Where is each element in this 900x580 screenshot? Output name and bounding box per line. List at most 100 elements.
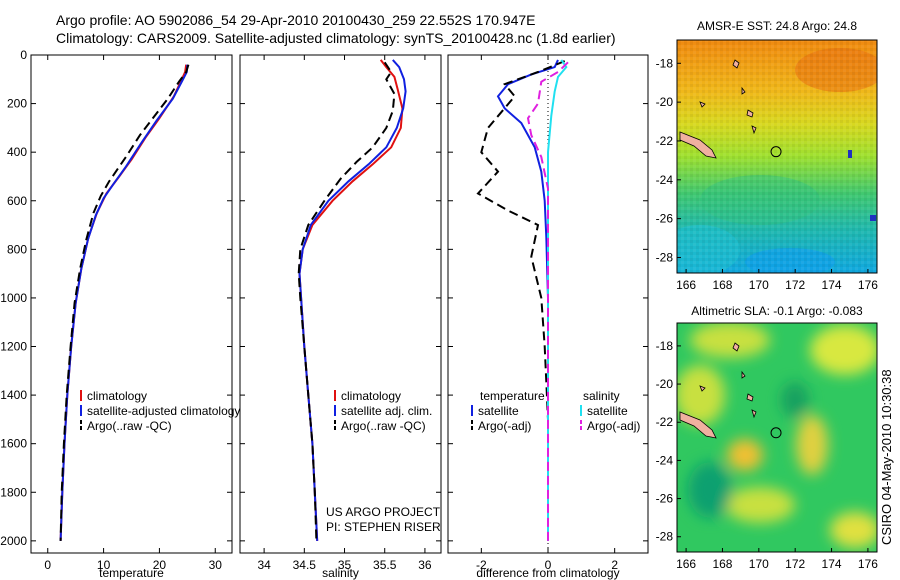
plot-title-line1: Argo profile: AO 5902086_54 29-Apr-2010 … xyxy=(56,12,536,28)
sla-high-patch xyxy=(690,323,770,358)
legend-label: Argo(..raw -QC) xyxy=(341,419,426,433)
y-tick-label: 0 xyxy=(20,48,27,62)
y-tick-label: 1800 xyxy=(0,485,27,499)
series-line xyxy=(526,61,569,541)
plot-title-line2: Climatology: CARS2009. Satellite-adjuste… xyxy=(56,30,616,46)
legend-label: Argo(-adj) xyxy=(478,419,531,433)
project-annotation: PI: STEPHEN RISER xyxy=(326,520,441,534)
map-y-tick-label: -28 xyxy=(656,250,674,264)
sla-low-patch xyxy=(688,462,732,518)
sla-high-patch xyxy=(725,487,795,523)
x-tick-label: 20 xyxy=(153,558,167,572)
map-x-tick-label: 176 xyxy=(858,278,878,292)
sst-map-title: AMSR-E SST: 24.8 Argo: 24.8 xyxy=(697,19,857,33)
sst-pixel xyxy=(870,215,876,221)
legend-label: satellite xyxy=(478,404,519,418)
x-tick-label: 34 xyxy=(257,558,271,572)
x-tick-label: 36 xyxy=(418,558,432,572)
series-line xyxy=(298,59,407,541)
series-line xyxy=(59,64,188,541)
y-tick-label: 1200 xyxy=(0,340,27,354)
sla-map-title: Altimetric SLA: -0.1 Argo: -0.083 xyxy=(691,304,863,318)
map-y-tick-label: -26 xyxy=(656,212,674,226)
map-y-tick-label: -20 xyxy=(656,95,674,109)
x-tick-label: 30 xyxy=(209,558,223,572)
y-tick-label: 200 xyxy=(7,97,27,111)
y-tick-label: 1400 xyxy=(0,388,27,402)
map-x-tick-label: 174 xyxy=(822,278,842,292)
sla-low-patch xyxy=(781,382,809,418)
map-y-tick-label: -18 xyxy=(656,339,674,353)
sla-peak-patch xyxy=(727,439,763,471)
island-shapes xyxy=(699,59,757,135)
y-tick-label: 800 xyxy=(7,242,27,256)
new-caledonia-landmass xyxy=(679,131,717,159)
map-x-tick-label: 166 xyxy=(676,557,696,571)
x-axis-label: salinity xyxy=(322,566,359,580)
y-tick-label: 600 xyxy=(7,194,27,208)
legend-label: Argo(..raw -QC) xyxy=(87,419,172,433)
legend-label: satellite-adjusted climatology xyxy=(87,404,240,418)
x-axis-label: difference from climatology xyxy=(476,566,619,580)
argo-position-marker xyxy=(770,427,782,439)
sla-map-panel: Altimetric SLA: -0.1 Argo: -0.083 166 168… xyxy=(656,304,879,571)
legend-label: satellite adj. clim. xyxy=(341,404,432,418)
series-line xyxy=(298,59,404,541)
map-y-tick-label: -22 xyxy=(656,134,674,148)
x-tick-label: 2 xyxy=(611,558,618,572)
map-x-tick-label: 166 xyxy=(676,278,696,292)
y-tick-label: 400 xyxy=(7,145,27,159)
map-x-tick-label: 172 xyxy=(785,557,805,571)
x-tick-label: -2 xyxy=(476,558,487,572)
x-axis-label: temperature xyxy=(99,566,164,580)
map-y-tick-label: -18 xyxy=(656,56,674,70)
y-tick-label: 1000 xyxy=(0,291,27,305)
series-line xyxy=(547,59,568,541)
sst-pixel xyxy=(848,150,852,158)
sst-map-panel: AMSR-E SST: 24.8 Argo: 24.8 166 168 170 172… xyxy=(656,19,879,292)
temperature-profile-panel: 0 10 20 30 0 200 400 600 800 1000 1200 1400 1600 1800… xyxy=(0,48,240,580)
y-tick-label: 1600 xyxy=(0,437,27,451)
sla-high-patch xyxy=(796,415,828,475)
map-x-tick-label: 170 xyxy=(749,557,769,571)
salinity-profile-panel: 34 34.5 35 35.5 36 salinity climatologysatelli… xyxy=(239,54,442,580)
legend-header: salinity xyxy=(583,389,620,403)
new-caledonia-landmass xyxy=(679,411,717,439)
map-x-tick-label: 174 xyxy=(822,557,842,571)
series-line xyxy=(59,64,190,541)
map-y-tick-label: -26 xyxy=(656,492,674,506)
sla-map-frame xyxy=(676,322,878,553)
legend-label: Argo(-adj) xyxy=(587,419,640,433)
plot-frame xyxy=(30,54,233,554)
project-annotation: US ARGO PROJECT xyxy=(326,505,441,519)
map-x-tick-label: 176 xyxy=(858,557,878,571)
legend-label: climatology xyxy=(87,389,147,403)
plot-frame xyxy=(239,54,442,554)
sla-high-patch xyxy=(810,325,877,375)
map-y-tick-label: -20 xyxy=(656,377,674,391)
map-x-tick-label: 170 xyxy=(749,278,769,292)
map-y-tick-label: -24 xyxy=(656,453,674,467)
map-x-tick-label: 168 xyxy=(712,557,732,571)
x-tick-label: 35 xyxy=(338,558,352,572)
sst-map-ticks: 166 168 170 172 174 176 -18 -20 -22 -24 -26 -28 xyxy=(656,56,879,292)
series-line xyxy=(59,64,189,541)
series-line xyxy=(476,60,566,541)
sla-map-ticks: 166 168 170 172 174 176 -18 -20 -22 -24 -26 -28 xyxy=(656,339,879,571)
x-tick-label: 34.5 xyxy=(293,558,317,572)
map-y-tick-label: -28 xyxy=(656,530,674,544)
series-line xyxy=(297,61,396,541)
island-shapes xyxy=(699,342,757,419)
x-tick-label: 0 xyxy=(44,558,51,572)
x-tick-label: 35.5 xyxy=(373,558,397,572)
sla-high-patch xyxy=(677,365,725,425)
sst-map-frame xyxy=(676,39,878,274)
map-y-tick-label: -22 xyxy=(656,415,674,429)
map-x-tick-label: 172 xyxy=(785,278,805,292)
legend-label: satellite xyxy=(587,404,628,418)
legend-label: climatology xyxy=(341,389,401,403)
x-tick-label: 10 xyxy=(97,558,111,572)
argo-position-marker xyxy=(770,146,782,158)
